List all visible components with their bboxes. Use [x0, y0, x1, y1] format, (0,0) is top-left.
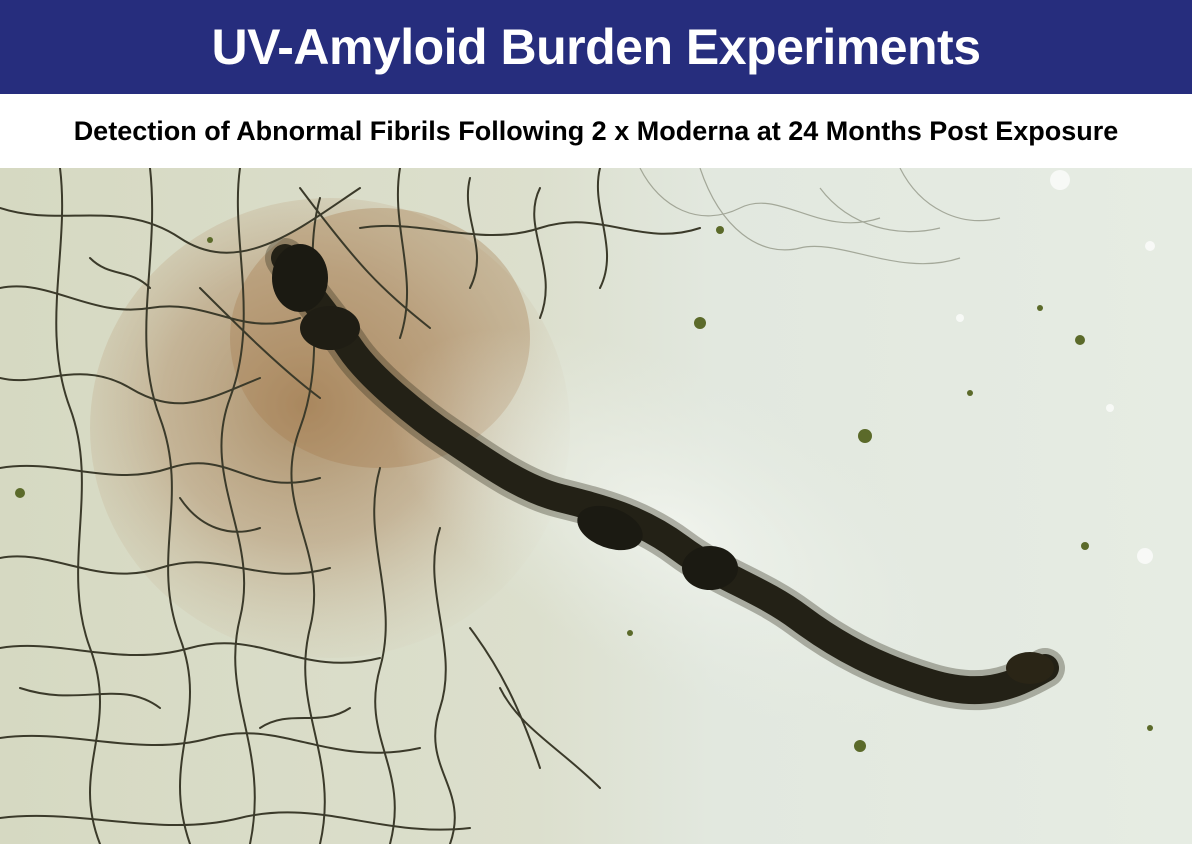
faint-cracks [639, 168, 1001, 265]
subtitle-banner: Detection of Abnormal Fibrils Following … [0, 94, 1192, 168]
slide-title: UV-Amyloid Burden Experiments [211, 19, 982, 75]
crack-network [0, 168, 701, 844]
microscopy-image [0, 168, 1192, 844]
slide-subtitle: Detection of Abnormal Fibrils Following … [73, 115, 1119, 146]
dark-fibril [265, 238, 1065, 711]
bubbles [956, 170, 1155, 564]
title-banner: UV-Amyloid Burden Experiments [0, 0, 1192, 94]
speckles [15, 226, 1153, 752]
microscopy-image-canvas [0, 168, 1192, 844]
